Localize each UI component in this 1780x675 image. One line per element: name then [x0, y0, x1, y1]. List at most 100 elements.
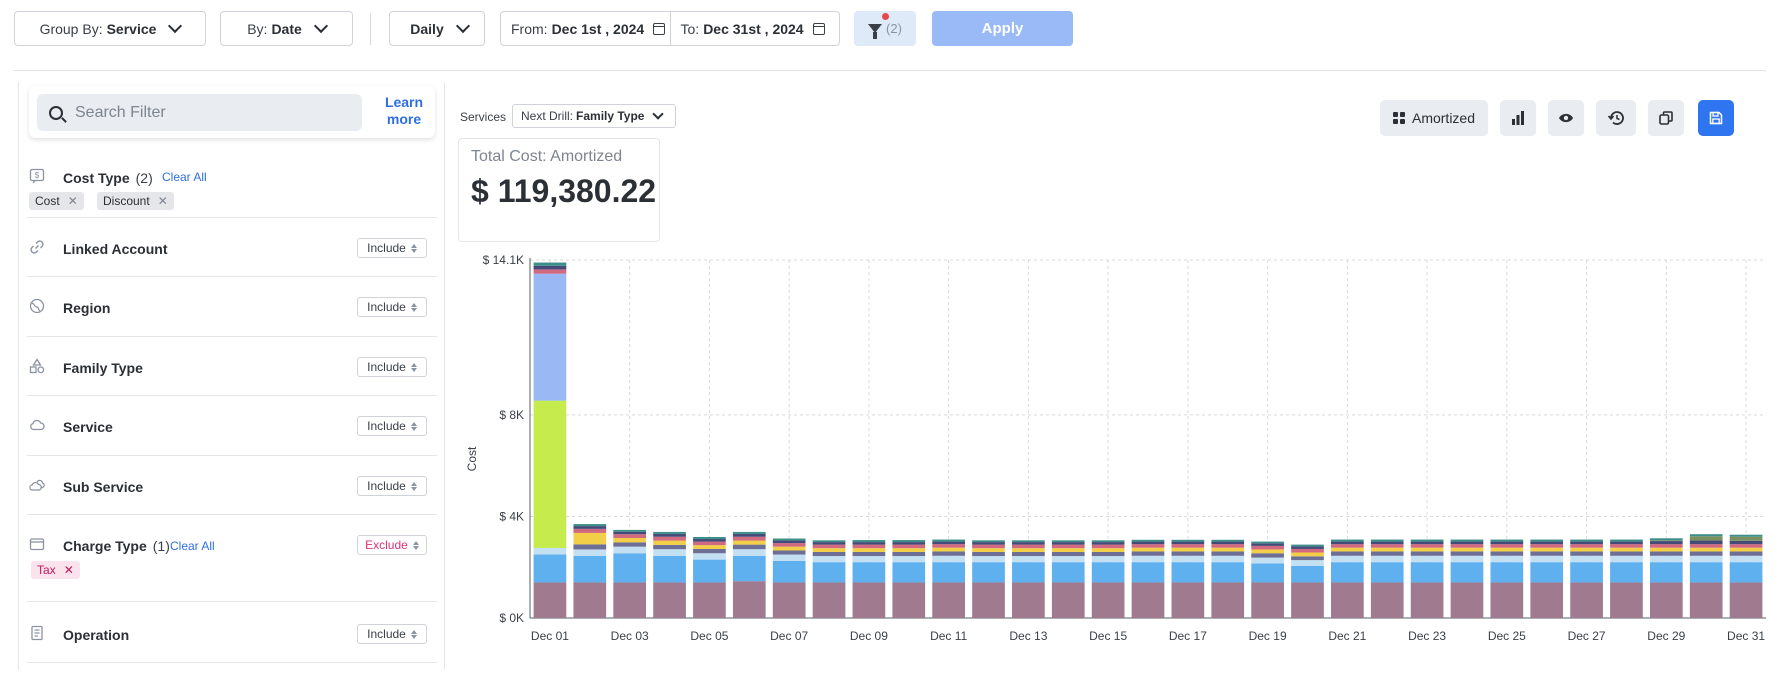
bar-segment — [732, 581, 766, 618]
bar-segment — [1370, 547, 1404, 552]
filter-region[interactable]: Region Include — [27, 277, 437, 337]
learn-more-link[interactable]: Learn more — [384, 94, 424, 127]
bar-chart-icon — [1512, 111, 1524, 125]
search-input[interactable] — [73, 102, 343, 123]
bar-segment — [1490, 539, 1524, 542]
bar-segment — [1051, 544, 1085, 549]
apply-button[interactable]: Apply — [932, 11, 1073, 46]
copy-button[interactable] — [1648, 100, 1684, 136]
bar-segment — [852, 548, 886, 552]
bar-segment — [1570, 541, 1603, 545]
bar-segment — [693, 545, 726, 549]
bar-segment — [1450, 555, 1484, 563]
x-tick-label: Dec 17 — [1169, 629, 1207, 643]
chart-type-button[interactable] — [1500, 100, 1536, 136]
bar-segment — [972, 548, 1005, 552]
next-drill-dropdown[interactable]: Next Drill: Family Type — [512, 104, 676, 128]
bar-segment — [732, 544, 766, 550]
bar-segment — [892, 562, 926, 583]
filter-sidebar: Learn more $ Cost Type (2) Clear All Cost… — [18, 82, 445, 670]
bar-segment — [1131, 555, 1165, 563]
bar-segment — [1131, 544, 1165, 548]
bar-segment — [732, 540, 766, 545]
bar-segment — [573, 582, 607, 618]
group-by-dropdown[interactable]: Group By: Service — [14, 11, 206, 46]
bar-segment — [1051, 582, 1085, 618]
bar-segment — [1530, 539, 1564, 542]
filter-family-type[interactable]: Family Type Include — [27, 337, 437, 396]
bar-segment — [1051, 540, 1085, 543]
close-icon[interactable]: ✕ — [157, 194, 168, 208]
filter-operation[interactable]: Operation Include — [27, 602, 437, 663]
from-date-field[interactable]: From: Dec 1st , 2024 — [501, 12, 670, 45]
bar-segment — [1649, 540, 1683, 542]
bar-segment — [812, 562, 846, 583]
close-icon[interactable]: ✕ — [67, 194, 78, 208]
bar-segment — [1370, 544, 1404, 548]
charge-type-clear-all[interactable]: Clear All — [170, 539, 215, 553]
by-date-dropdown[interactable]: By: Date — [220, 11, 353, 46]
cost-chart-svg: $ 0K $ 4K $ 8K $ 14.1K Cost Dec 01 Dec 03 Dec 0… — [465, 253, 1766, 643]
reset-button[interactable] — [1596, 100, 1636, 136]
bar-segment — [1251, 553, 1284, 558]
filter-sub-service[interactable]: Sub Service Include — [27, 456, 437, 515]
bar-segment — [892, 551, 926, 557]
bar-segment — [1370, 541, 1404, 545]
bar-segment — [1689, 555, 1723, 563]
granularity-dropdown[interactable]: Daily — [389, 11, 485, 46]
bar-segment — [613, 542, 647, 547]
toolbar-divider-line — [14, 70, 1766, 71]
charge-type-label: Charge Type (1) — [63, 538, 170, 554]
bar-segment — [1450, 544, 1484, 548]
shapes-icon — [29, 358, 45, 374]
bar-segment — [1091, 582, 1125, 618]
bar-segment — [1729, 540, 1763, 545]
bar-segment — [1012, 540, 1045, 543]
bar-segment — [1051, 548, 1085, 552]
bar-segment — [1012, 542, 1045, 545]
include-toggle[interactable]: Include — [357, 238, 427, 258]
bar-segment — [1410, 562, 1444, 583]
cloud-icon — [30, 419, 45, 431]
next-drill-value: Family Type — [576, 109, 645, 123]
bar-segment — [1649, 538, 1683, 541]
close-icon[interactable]: ✕ — [63, 563, 74, 577]
include-toggle[interactable]: Include — [357, 476, 427, 496]
sort-icon — [410, 481, 417, 491]
save-icon — [1709, 111, 1723, 125]
bar-segment — [1012, 544, 1045, 549]
bar-segment — [932, 539, 965, 542]
visibility-button[interactable] — [1548, 100, 1584, 136]
next-drill-prefix: Next Drill: — [521, 109, 574, 123]
bar-segment — [1729, 582, 1763, 618]
filter-cost-type: $ Cost Type (2) Clear All Cost ✕ Discount ✕ — [27, 154, 437, 218]
save-button[interactable] — [1698, 100, 1734, 136]
cost-type-count: (2) — [135, 170, 153, 186]
filter-linked-account[interactable]: Linked Account Include — [27, 218, 437, 277]
cost-type-clear-all[interactable]: Clear All — [162, 170, 207, 184]
bar-segment — [1012, 562, 1045, 583]
include-toggle[interactable]: Include — [357, 624, 427, 644]
to-date-field[interactable]: To: Dec 31st , 2024 — [669, 12, 840, 45]
include-toggle[interactable]: Include — [357, 357, 427, 377]
bar-segment — [573, 526, 607, 529]
exclude-toggle[interactable]: Exclude — [357, 535, 427, 555]
amortized-button[interactable]: Amortized — [1380, 100, 1488, 136]
filter-service[interactable]: Service Include — [27, 396, 437, 456]
bar-segment — [1649, 555, 1683, 563]
x-tick-label: Dec 03 — [611, 629, 649, 643]
bar-segment — [1370, 551, 1404, 556]
bar-segment — [1729, 536, 1763, 541]
bar-segment — [1689, 551, 1723, 556]
bar-segment — [573, 528, 607, 533]
bar-segment — [1570, 562, 1603, 583]
bar-segment — [1530, 551, 1564, 556]
include-toggle[interactable]: Include — [357, 416, 427, 436]
bar-segment — [972, 556, 1005, 563]
bar-segment — [1171, 547, 1205, 552]
include-toggle[interactable]: Include — [357, 297, 427, 317]
include-label: Include — [367, 479, 406, 493]
bar-segment — [653, 544, 686, 550]
bar-segment — [892, 544, 926, 549]
bar-segment — [533, 554, 567, 583]
